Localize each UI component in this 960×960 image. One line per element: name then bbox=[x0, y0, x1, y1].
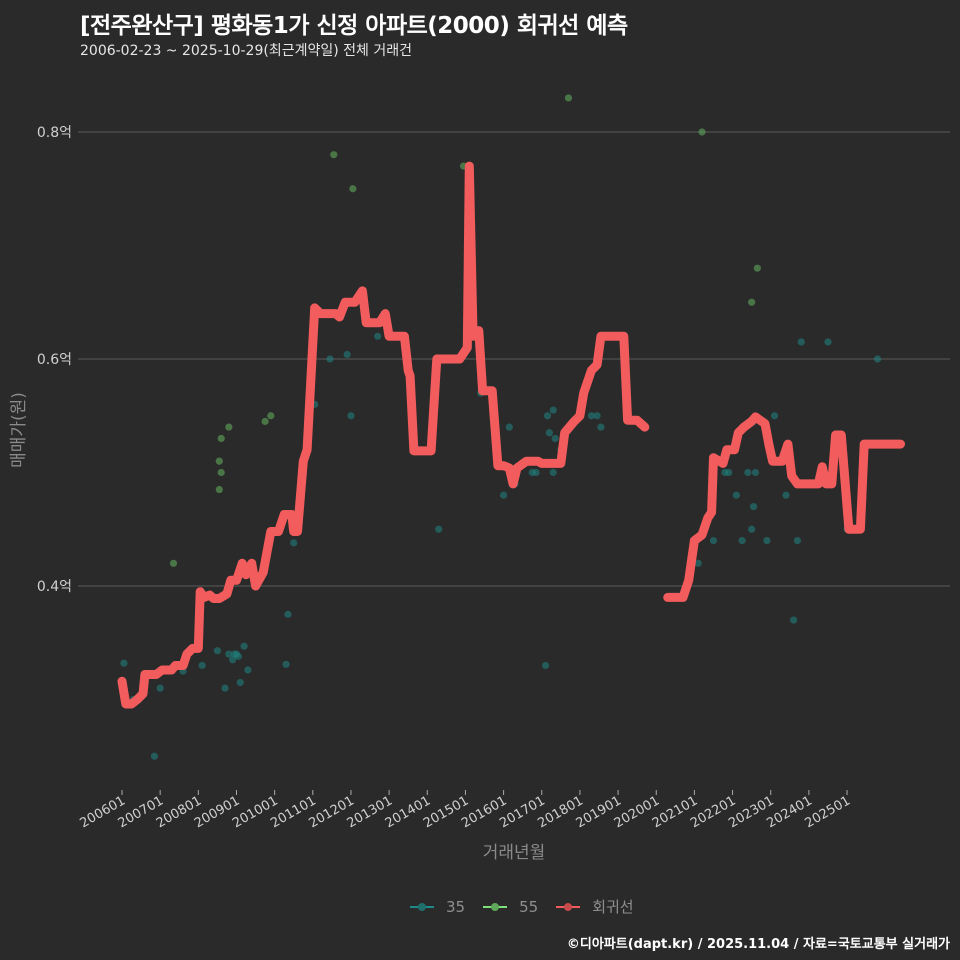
legend-swatch-35 bbox=[410, 902, 434, 911]
data-point-35 bbox=[549, 406, 557, 414]
data-point-35 bbox=[749, 502, 758, 511]
series-55-points bbox=[169, 94, 761, 567]
data-point-35 bbox=[284, 610, 292, 618]
y-tick-label: 0.8억 bbox=[37, 125, 72, 141]
data-point-35 bbox=[541, 661, 550, 670]
data-point-35 bbox=[347, 412, 355, 420]
chart-subtitle: 2006-02-23 ~ 2025-10-29(최근계약일) 전체 거래건 bbox=[80, 43, 412, 59]
data-point-35 bbox=[343, 350, 351, 359]
data-point-55 bbox=[225, 423, 233, 431]
data-point-55 bbox=[217, 468, 225, 477]
data-point-35 bbox=[213, 647, 221, 655]
data-point-35 bbox=[150, 752, 159, 760]
data-point-35 bbox=[751, 468, 760, 477]
legend-label-regression: 회귀선 bbox=[592, 898, 634, 916]
data-point-35 bbox=[732, 491, 740, 499]
data-point-55 bbox=[698, 128, 706, 136]
data-point-35 bbox=[244, 666, 252, 674]
y-axis-title: 매매가(원) bbox=[9, 392, 29, 468]
series-35-points bbox=[120, 332, 882, 760]
data-point-35 bbox=[505, 423, 513, 431]
data-point-35 bbox=[797, 338, 805, 346]
data-point-35 bbox=[763, 537, 771, 545]
data-point-35 bbox=[198, 661, 206, 670]
data-point-35 bbox=[221, 684, 229, 692]
legend-label-35: 35 bbox=[446, 897, 466, 916]
data-point-35 bbox=[593, 412, 601, 420]
data-point-55 bbox=[267, 412, 275, 420]
data-point-55 bbox=[753, 264, 761, 272]
gridlines bbox=[78, 131, 950, 587]
data-point-55 bbox=[349, 185, 357, 193]
data-point-55 bbox=[564, 94, 573, 102]
legend-item-35[interactable]: 35 bbox=[410, 898, 465, 916]
data-point-35 bbox=[435, 525, 443, 533]
data-point-35 bbox=[549, 468, 557, 477]
data-point-35 bbox=[725, 468, 733, 477]
data-point-35 bbox=[597, 423, 605, 431]
data-point-55 bbox=[261, 417, 269, 426]
legend-item-regression[interactable]: 회귀선 bbox=[556, 896, 634, 917]
footer-credit: ©디아파트(dapt.kr) / 2025.11.04 / 자료=국토교통부 실… bbox=[566, 937, 950, 952]
data-point-35 bbox=[551, 434, 559, 443]
data-point-35 bbox=[229, 656, 237, 664]
data-point-55 bbox=[215, 485, 223, 494]
legend-item-55[interactable]: 55 bbox=[483, 898, 538, 916]
data-point-35 bbox=[738, 537, 746, 545]
data-point-35 bbox=[587, 412, 595, 420]
chart-title: [전주완산구] 평화동1가 신정 아파트(2000) 회귀선 예측 bbox=[80, 13, 628, 39]
data-point-35 bbox=[694, 559, 702, 567]
data-point-35 bbox=[793, 537, 802, 545]
regression-line bbox=[117, 161, 905, 709]
data-point-55 bbox=[330, 151, 338, 159]
data-point-35 bbox=[545, 429, 553, 437]
data-point-35 bbox=[290, 539, 298, 547]
legend-swatch-regression bbox=[556, 902, 581, 911]
legend-swatch-55 bbox=[483, 902, 508, 911]
y-tick-label: 0.4억 bbox=[37, 579, 72, 595]
data-point-55 bbox=[748, 298, 756, 306]
data-point-35 bbox=[156, 684, 164, 692]
data-point-35 bbox=[770, 412, 779, 420]
data-point-35 bbox=[225, 650, 233, 658]
data-point-35 bbox=[744, 468, 752, 477]
data-point-35 bbox=[500, 491, 508, 499]
data-point-35 bbox=[790, 616, 798, 624]
data-point-35 bbox=[709, 537, 718, 545]
data-point-35 bbox=[873, 355, 882, 363]
data-point-35 bbox=[532, 468, 540, 477]
legend-label-55: 55 bbox=[519, 897, 539, 916]
data-point-35 bbox=[236, 678, 244, 687]
data-point-35 bbox=[240, 642, 248, 650]
data-point-55 bbox=[215, 457, 223, 465]
data-point-35 bbox=[234, 652, 242, 660]
data-point-55 bbox=[217, 434, 225, 443]
data-point-35 bbox=[748, 525, 756, 533]
y-axis-ticks: 0.8억 0.6억 0.4억 bbox=[37, 125, 72, 595]
data-point-35 bbox=[326, 355, 334, 363]
regression-path bbox=[117, 161, 905, 709]
data-point-35 bbox=[282, 660, 290, 668]
y-tick-label: 0.6억 bbox=[37, 352, 72, 368]
data-point-35 bbox=[782, 491, 790, 499]
x-axis-ticks: 2006012007012008012009012010012011012012… bbox=[78, 790, 853, 831]
data-point-35 bbox=[543, 412, 552, 420]
data-point-35 bbox=[824, 338, 832, 346]
legend: 35 55 회귀선 bbox=[410, 896, 642, 917]
x-axis-title: 거래년월 bbox=[483, 843, 546, 863]
data-point-55 bbox=[169, 559, 178, 567]
data-point-35 bbox=[374, 332, 382, 340]
data-point-35 bbox=[120, 659, 128, 667]
